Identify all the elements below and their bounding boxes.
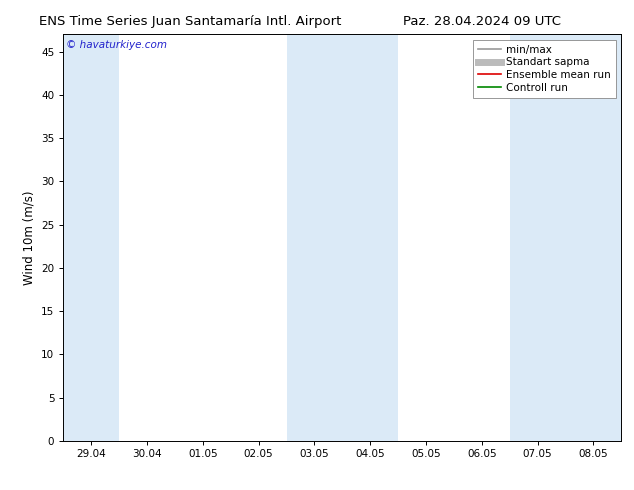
Y-axis label: Wind 10m (m/s): Wind 10m (m/s) <box>23 191 36 285</box>
Text: © havaturkiye.com: © havaturkiye.com <box>66 40 167 50</box>
Bar <box>63 34 119 441</box>
Text: ENS Time Series Juan Santamaría Intl. Airport: ENS Time Series Juan Santamaría Intl. Ai… <box>39 15 341 28</box>
Text: Paz. 28.04.2024 09 UTC: Paz. 28.04.2024 09 UTC <box>403 15 561 28</box>
Bar <box>510 34 621 441</box>
Bar <box>287 34 398 441</box>
Legend: min/max, Standart sapma, Ensemble mean run, Controll run: min/max, Standart sapma, Ensemble mean r… <box>473 40 616 98</box>
